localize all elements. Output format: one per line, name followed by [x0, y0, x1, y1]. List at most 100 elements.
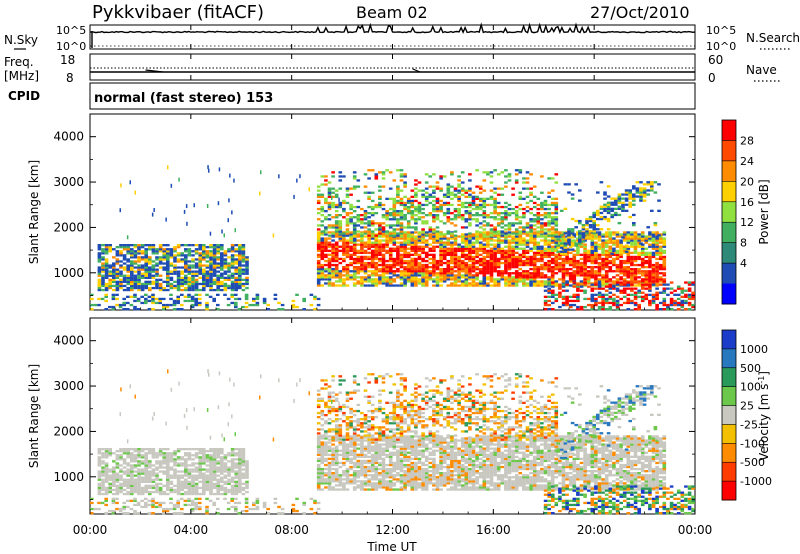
heatmap-cell — [464, 280, 469, 283]
heatmap-cell — [588, 219, 593, 223]
heatmap-cell — [478, 253, 483, 256]
heatmap-cell — [360, 239, 364, 242]
heatmap-cell — [417, 270, 422, 273]
heatmap-cell — [529, 268, 533, 271]
heatmap-cell — [640, 278, 645, 281]
heatmap-cell — [630, 278, 634, 281]
heatmap-cell — [324, 199, 328, 203]
heatmap-cell — [525, 245, 530, 248]
heatmap-cell — [334, 203, 339, 207]
heatmap-cell — [180, 276, 184, 279]
heatmap-cell — [378, 205, 382, 209]
heatmap-cell — [632, 199, 636, 202]
heatmap-cell — [406, 231, 411, 234]
heatmap-cell — [532, 259, 537, 263]
heatmap-cell — [345, 224, 350, 227]
heatmap-cell — [592, 224, 596, 227]
heatmap-cell — [560, 244, 564, 247]
heatmap-cell — [439, 261, 443, 265]
heatmap-cell — [367, 212, 371, 215]
freq-left-label-top: Freq. — [4, 55, 34, 69]
heatmap-cell — [615, 241, 620, 244]
heatmap-cell — [223, 282, 228, 286]
heatmap-cell — [202, 474, 206, 477]
heatmap-cell — [356, 179, 361, 182]
heatmap-cell — [651, 301, 656, 305]
heatmap-cell — [205, 280, 210, 283]
heatmap-cell — [230, 295, 234, 298]
heatmap-cell — [543, 261, 548, 265]
heatmap-cell — [624, 191, 629, 194]
heatmap-cell — [173, 272, 177, 275]
heatmap-cell — [666, 308, 670, 311]
heatmap-cell — [255, 303, 260, 307]
heatmap-cell — [635, 191, 640, 194]
heatmap-cell — [493, 268, 497, 271]
heatmap-cell — [403, 185, 407, 188]
heatmap-cell — [417, 263, 422, 267]
heatmap-cell — [585, 217, 589, 221]
heatmap-cell — [493, 197, 497, 200]
heatmap-cell — [628, 191, 632, 194]
heatmap-cell — [184, 462, 188, 465]
heatmap-cell — [108, 470, 112, 473]
heatmap-cell — [428, 235, 433, 238]
heatmap-cell — [118, 305, 123, 309]
heatmap-cell — [381, 257, 386, 261]
heatmap-cell — [424, 245, 429, 248]
heatmap-cell — [327, 191, 332, 194]
heatmap-cell — [363, 272, 368, 275]
heatmap-cell — [680, 291, 685, 294]
heatmap-cell — [421, 280, 425, 283]
heatmap-cell — [622, 272, 627, 275]
heatmap-cell — [421, 257, 425, 261]
heatmap-cell — [158, 256, 163, 259]
heatmap-cell — [158, 486, 163, 490]
heatmap-cell — [334, 259, 339, 263]
heatmap-cell — [316, 243, 321, 246]
heatmap-cell — [642, 191, 647, 194]
heatmap-cell — [554, 212, 559, 215]
heatmap-cell — [360, 280, 364, 283]
heatmap-cell — [345, 251, 350, 254]
heatmap-cell — [151, 270, 156, 273]
heatmap-cell — [166, 276, 170, 279]
heatmap-cell — [489, 195, 494, 198]
heatmap-cell — [176, 274, 181, 277]
heatmap-cell — [460, 266, 465, 269]
heatmap-cell — [626, 297, 631, 301]
heatmap-cell — [642, 187, 647, 190]
heatmap-cell — [338, 272, 343, 275]
heatmap-cell — [191, 288, 195, 292]
heatmap-cell — [209, 278, 213, 281]
heatmap-cell — [166, 264, 170, 267]
heatmap-cell — [604, 301, 609, 305]
heatmap-cell — [410, 274, 415, 277]
heatmap-cell — [331, 272, 335, 275]
heatmap-cell — [590, 259, 595, 263]
heatmap-cell — [540, 263, 544, 267]
heatmap-cell — [186, 221, 188, 226]
heatmap-cell — [209, 244, 213, 247]
heatmap-cell — [432, 195, 436, 198]
heatmap-cell — [478, 187, 483, 190]
heatmap-cell — [324, 179, 328, 182]
heatmap-cell — [327, 257, 332, 261]
heatmap-cell — [532, 276, 537, 279]
heatmap-cell — [327, 245, 332, 248]
heatmap-cell — [238, 276, 242, 279]
heatmap-cell — [403, 266, 407, 269]
heatmap-cell — [504, 284, 508, 287]
heatmap-cell — [205, 252, 210, 255]
heatmap-cell — [547, 270, 551, 273]
heatmap-cell — [432, 272, 436, 275]
heatmap-cell — [525, 274, 530, 277]
heatmap-cell — [166, 456, 170, 459]
heatmap-cell — [587, 303, 591, 307]
heatmap-cell — [115, 246, 120, 249]
heatmap-cell — [615, 266, 620, 269]
heatmap-cell — [601, 297, 605, 301]
heatmap-cell — [374, 203, 379, 207]
heatmap-cell — [421, 245, 425, 248]
heatmap-cell — [414, 214, 418, 217]
